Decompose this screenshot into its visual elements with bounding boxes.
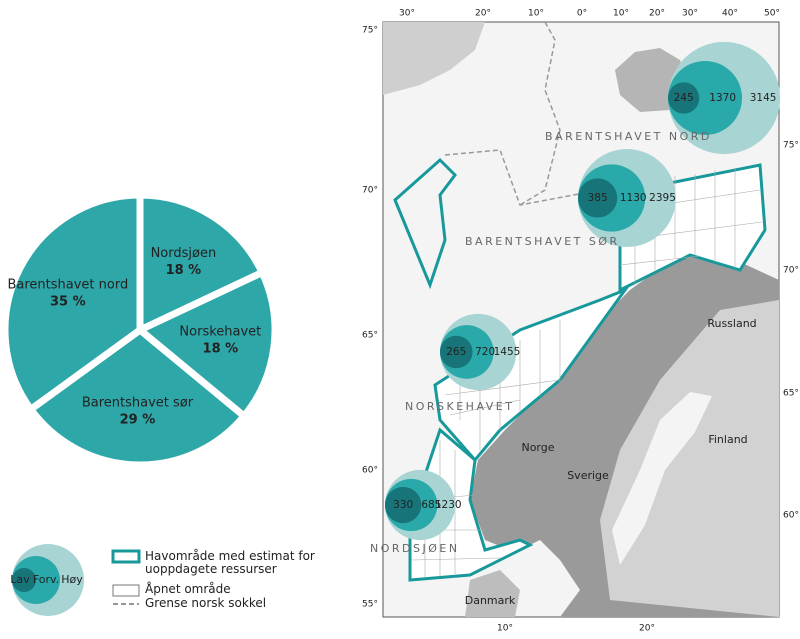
denmark (465, 570, 520, 617)
slice-value: 18 % (203, 342, 239, 357)
legend: Lav Forv. Høy (10, 544, 141, 616)
slice-label: Norskehavet (179, 325, 261, 340)
lat-label: 55° (362, 600, 378, 610)
lon-label: 0° (577, 9, 587, 19)
place-name: Sverige (567, 469, 609, 482)
place-name: Russland (707, 317, 756, 330)
legend-swatch (112, 584, 140, 597)
place-name: Finland (708, 433, 747, 446)
place-name: Norge (521, 441, 554, 454)
lon-label: 40° (722, 9, 738, 19)
finland-russia (600, 300, 779, 617)
bubble (385, 486, 422, 524)
slice-value: 35 % (50, 295, 86, 310)
greenland (383, 22, 485, 95)
gulf-of-bothnia (612, 392, 712, 565)
pie-slice (133, 267, 279, 421)
slice-label: Nordsjøen (151, 246, 217, 261)
lat-label: 65° (783, 389, 799, 399)
lon-label: 20° (639, 624, 655, 634)
lon-label: 10° (528, 9, 544, 19)
bubble-label: 1230 (435, 499, 462, 511)
legend-series: Lav (10, 573, 30, 586)
bubble-label: 330 (393, 499, 413, 511)
lat-label: 60° (783, 511, 799, 521)
pie-slice (136, 191, 267, 336)
bubble (668, 60, 743, 136)
bubble-label: 685 (421, 499, 441, 511)
legend-label: Grense norsk sokkel (145, 596, 267, 610)
lat-label: 70° (362, 186, 378, 196)
pie-slice (1, 191, 144, 415)
bubble-label: 3145 (750, 92, 777, 104)
lat-label: 70° (783, 266, 799, 276)
legend-swatch (111, 549, 141, 564)
slice-value: 29 % (120, 412, 156, 427)
lon-label: 30° (682, 9, 698, 19)
bubble-label: 265 (446, 346, 466, 358)
bubble (668, 82, 700, 114)
area-name: NORDSJØEN (370, 542, 460, 555)
place-name: Danmark (465, 594, 516, 607)
lon-label: 10° (497, 624, 513, 634)
bubble (440, 335, 473, 369)
area-name: BARENTSHAVET NORD (545, 130, 712, 143)
boundary (519, 21, 561, 206)
bubble-label: 1455 (494, 346, 521, 358)
slice-label: Barentshavet nord (7, 278, 128, 293)
area-outline (393, 157, 457, 290)
bubble-label: 2395 (649, 192, 676, 204)
slice-value: 18 % (166, 263, 202, 278)
lon-label: 10° (613, 9, 629, 19)
bubble-label: 720 (475, 346, 495, 358)
boundary (444, 149, 601, 206)
area-name: BARENTSHAVET SØR (465, 235, 620, 248)
pie: Nordsjøen 18 % Norskehavet 18 % Barentshavet… (1, 191, 279, 469)
area-name: NORSKEHAVET (405, 400, 514, 413)
legend-label: Havområde med estimat for uoppdagete res… (145, 549, 315, 576)
bubble-label: 245 (674, 92, 694, 104)
legend-series: Forv. (33, 573, 59, 586)
slice-label: Barentshavet sør (82, 395, 194, 410)
lat-label: 75° (783, 141, 799, 151)
lat-label: 60° (362, 466, 378, 476)
lat-label: 75° (362, 26, 378, 36)
lon-label: 20° (649, 9, 665, 19)
lon-label: 20° (475, 9, 491, 19)
legend-series: Høy (61, 573, 83, 586)
lon-label: 30° (399, 9, 415, 19)
map: 245 1370 3145 BARENTSHAVET NORD 385 1130 2395 B… (362, 9, 799, 634)
legend-label: Åpnet område (145, 582, 231, 596)
bubble-label: 1370 (709, 92, 736, 104)
bubble-label: 1130 (620, 192, 647, 204)
lon-label: 50° (764, 9, 780, 19)
bubble-label: 385 (588, 192, 608, 204)
bubble (578, 178, 618, 218)
pie-slice (25, 325, 249, 469)
legend-bubble (12, 568, 36, 592)
lat-label: 65° (362, 331, 378, 341)
